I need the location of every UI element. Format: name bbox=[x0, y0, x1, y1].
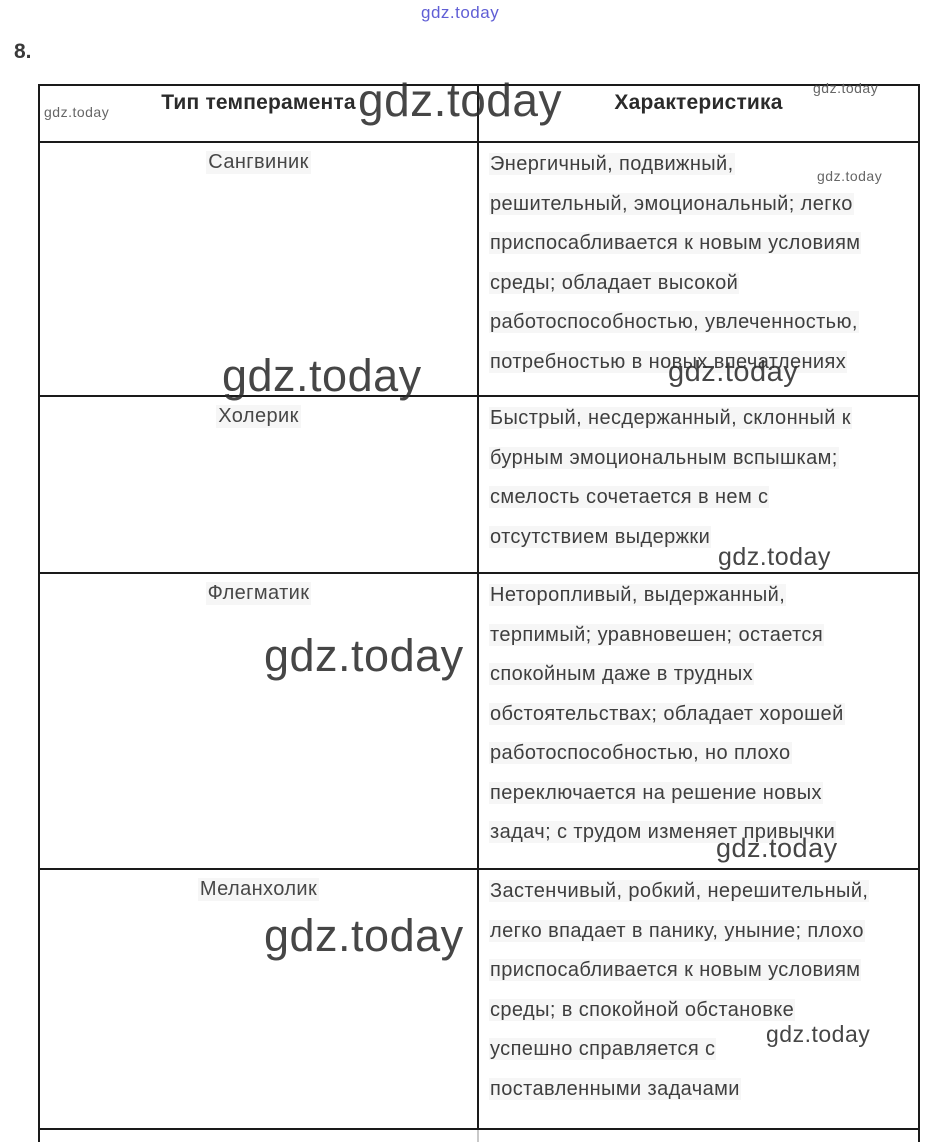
description-line: работоспособностью, но плохо bbox=[489, 742, 792, 764]
description-line: Неторопливый, выдержанный, bbox=[489, 584, 787, 606]
description-line: потребностью в новых впечатлениях bbox=[489, 350, 848, 373]
description-line: среды; обладает высокой bbox=[489, 271, 740, 294]
table-row: Флегматик Неторопливый, выдержанный, терп… bbox=[40, 574, 918, 870]
description-line: бурным эмоциональным вспышкам; bbox=[489, 446, 839, 469]
table-continuation-stub bbox=[40, 1130, 918, 1142]
temperament-name: Флегматик bbox=[205, 582, 312, 605]
description-line: Застенчивый, робкий, нерешительный, bbox=[489, 880, 870, 902]
table-row: Холерик Быстрый, несдержанный, склонный … bbox=[40, 397, 918, 574]
description-line: обстоятельствах; обладает хорошей bbox=[489, 702, 845, 725]
temperament-name: Сангвиник bbox=[206, 151, 311, 174]
temperament-description: Застенчивый, робкий, нерешительный, легко… bbox=[477, 870, 918, 1128]
temperament-name: Холерик bbox=[216, 405, 301, 428]
temperament-name-cell: Флегматик bbox=[40, 574, 477, 868]
stub-cell bbox=[40, 1130, 477, 1142]
temperament-table: Тип темперамента Характеристика Сангвини… bbox=[38, 84, 920, 1142]
description-line: успешно справляется с bbox=[489, 1038, 717, 1060]
description-line: Быстрый, несдержанный, склонный к bbox=[489, 407, 852, 429]
description-line: отсутствием выдержки bbox=[489, 525, 712, 548]
description-line: работоспособностью, увлеченностью, bbox=[489, 311, 859, 333]
watermark-top: gdz.today bbox=[421, 3, 500, 22]
temperament-name-cell: Сангвиник bbox=[40, 143, 477, 395]
description-line: спокойным даже в трудных bbox=[489, 663, 755, 685]
description-line: смелость сочетается в нем с bbox=[489, 486, 770, 508]
temperament-name: Меланхолик bbox=[197, 878, 320, 901]
description-line: терпимый; уравновешен; остается bbox=[489, 623, 825, 646]
description-line: задач; с трудом изменяет привычки bbox=[489, 821, 837, 843]
description-line: приспосабливается к новым условиям bbox=[489, 232, 862, 254]
description-line: приспосабливается к новым условиям bbox=[489, 959, 862, 981]
temperament-description: Неторопливый, выдержанный, терпимый; урав… bbox=[477, 574, 918, 868]
temperament-name-cell: Холерик bbox=[40, 397, 477, 572]
column-header-characteristic: Характеристика bbox=[477, 86, 918, 141]
temperament-description: Энергичный, подвижный, решительный, эмоци… bbox=[477, 143, 918, 395]
table-row: Сангвиник Энергичный, подвижный, решитель… bbox=[40, 143, 918, 397]
description-line: поставленными задачами bbox=[489, 1077, 741, 1100]
stub-cell bbox=[477, 1130, 918, 1142]
question-number: 8. bbox=[14, 40, 32, 63]
table-header-row: Тип темперамента Характеристика bbox=[40, 86, 918, 143]
column-header-type: Тип темперамента bbox=[161, 91, 356, 114]
temperament-description: Быстрый, несдержанный, склонный к бурным … bbox=[477, 397, 918, 572]
temperament-name-cell: Меланхолик bbox=[40, 870, 477, 1128]
description-line: Энергичный, подвижный, bbox=[489, 153, 735, 175]
description-line: переключается на решение новых bbox=[489, 781, 823, 804]
table-row: Меланхолик Застенчивый, робкий, нерешите… bbox=[40, 870, 918, 1130]
description-line: решительный, эмоциональный; легко bbox=[489, 192, 854, 215]
description-line: легко впадает в панику, уныние; плохо bbox=[489, 919, 865, 942]
description-line: среды; в спокойной обстановке bbox=[489, 998, 796, 1021]
